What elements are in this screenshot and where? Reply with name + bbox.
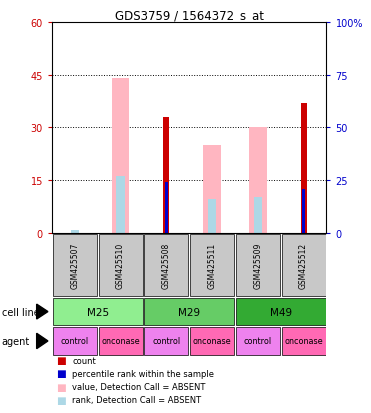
Text: value, Detection Call = ABSENT: value, Detection Call = ABSENT [72, 382, 206, 391]
Polygon shape [37, 333, 48, 349]
Text: percentile rank within the sample: percentile rank within the sample [72, 369, 214, 378]
Text: ■: ■ [56, 368, 65, 378]
Bar [282, 328, 326, 355]
Text: GSM425512: GSM425512 [299, 242, 308, 288]
Bar [165, 183, 168, 233]
Text: onconase: onconase [284, 337, 323, 346]
Bar [236, 299, 326, 325]
Text: GSM425507: GSM425507 [70, 242, 79, 289]
Text: M25: M25 [87, 307, 109, 317]
Bar [71, 230, 79, 233]
Bar [99, 328, 142, 355]
Text: M29: M29 [178, 307, 200, 317]
Text: control: control [244, 337, 272, 346]
Bar [53, 234, 97, 297]
Bar [208, 199, 216, 233]
Text: control: control [61, 337, 89, 346]
Text: agent: agent [2, 336, 30, 346]
Bar [190, 328, 234, 355]
Bar [190, 234, 234, 297]
Bar [144, 299, 234, 325]
Bar [236, 328, 280, 355]
Bar [282, 234, 326, 297]
Text: M49: M49 [270, 307, 292, 317]
Bar [301, 104, 306, 233]
Bar [144, 234, 188, 297]
Bar [236, 234, 280, 297]
Text: GSM425510: GSM425510 [116, 242, 125, 288]
Bar [112, 79, 129, 233]
Bar [99, 234, 142, 297]
Text: GSM425509: GSM425509 [253, 242, 262, 289]
Text: count: count [72, 356, 96, 365]
Text: ■: ■ [56, 355, 65, 365]
Bar [163, 117, 169, 233]
Text: cell line: cell line [2, 307, 40, 317]
Text: ■: ■ [56, 382, 65, 392]
Text: GSM425508: GSM425508 [162, 242, 171, 288]
Text: ■: ■ [56, 395, 65, 405]
Bar [116, 176, 125, 233]
Bar [254, 197, 262, 233]
Bar [302, 189, 305, 233]
Bar [72, 230, 78, 233]
Bar [249, 128, 266, 233]
Text: GSM425511: GSM425511 [208, 242, 217, 288]
Text: control: control [152, 337, 180, 346]
Title: GDS3759 / 1564372_s_at: GDS3759 / 1564372_s_at [115, 9, 264, 21]
Polygon shape [37, 304, 48, 319]
Text: onconase: onconase [193, 337, 232, 346]
Bar [203, 146, 221, 233]
Bar [53, 328, 97, 355]
Bar [144, 328, 188, 355]
Bar [53, 299, 142, 325]
Text: onconase: onconase [101, 337, 140, 346]
Text: rank, Detection Call = ABSENT: rank, Detection Call = ABSENT [72, 395, 201, 404]
